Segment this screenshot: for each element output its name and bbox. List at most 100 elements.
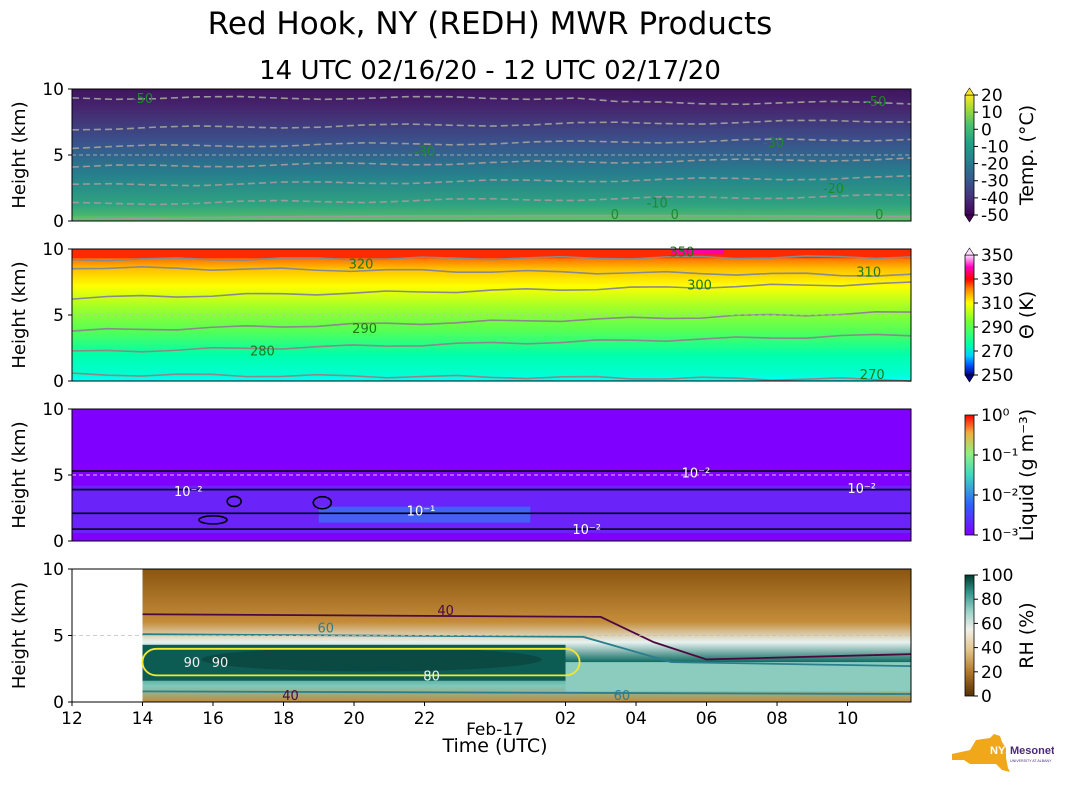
colorbar-tick-label: 10⁰ [981, 406, 1010, 426]
contour-label: 10⁻² [572, 523, 601, 538]
theta-top-band [72, 249, 911, 259]
colorbar-label: Liquid (g m⁻³) [1016, 409, 1038, 541]
contour-label: 10⁻² [174, 485, 203, 500]
rh-contour-line [141, 647, 581, 677]
colorbar-tick-label: 60 [981, 614, 1003, 634]
liquid-contour-line [312, 495, 333, 510]
liquid-cloud-core [318, 506, 531, 523]
contour-label: 10⁻¹ [407, 505, 436, 520]
theta-contour-line [71, 310, 912, 332]
logo-nys-text: NYS [990, 745, 1013, 757]
temp-contour-line [71, 95, 912, 106]
contour-label: 350 [669, 246, 694, 261]
contour-label: 90 [184, 656, 201, 671]
colorbar-tick-label: 330 [981, 270, 1013, 290]
contour-label: 270 [860, 368, 885, 383]
x-tick-label: 02 [555, 709, 577, 729]
temp-contour-line [71, 138, 912, 150]
chart-title: Red Hook, NY (REDH) MWR Products [207, 6, 773, 42]
colorbar-tick-label: 250 [981, 366, 1013, 386]
colorbar-tick-label: 10⁻³ [981, 526, 1018, 546]
colorbar [964, 574, 975, 697]
ny-state-shape [952, 734, 1010, 772]
rh-contour-line [142, 613, 912, 661]
x-axis-label: Time (UTC) [442, 735, 548, 757]
contour-label: 80 [423, 669, 440, 684]
colorbar-label: RH (%) [1016, 602, 1038, 668]
temp-contour-line [71, 214, 912, 221]
colorbar [964, 414, 975, 536]
y-tick-label: 5 [53, 306, 64, 326]
x-tick-label: 14 [132, 709, 154, 729]
y-axis-label: Height (km) [9, 582, 30, 689]
colorbar-tick-label: 310 [981, 294, 1013, 314]
contour-label: 10⁻² [847, 482, 876, 497]
colorbar-tick-label: 20 [981, 86, 1003, 106]
colorbar-tick-label: 80 [981, 590, 1003, 610]
x-tick-label: 06 [696, 709, 718, 729]
x-tick-label: 10 [837, 709, 859, 729]
panel-relative-humidity: 40 60 90 90 80 60 40 0 5 10 Height (km) 100 80 60 40 20… [9, 560, 1038, 713]
chart-subtitle: 14 UTC 02/16/20 - 12 UTC 02/17/20 [259, 56, 721, 86]
colorbar-tick-label: 350 [981, 246, 1013, 266]
colorbar-label: Θ (K) [1016, 291, 1038, 339]
y-axis-label: Height (km) [9, 101, 30, 208]
contour-label: 90 [212, 656, 229, 671]
contour-label: 0 [611, 208, 619, 223]
rh-moist-layer-late [565, 662, 911, 692]
colorbar-tick-label: 10⁻¹ [981, 446, 1018, 466]
theta-max-patch [671, 249, 725, 255]
x-tick-label: 08 [766, 709, 788, 729]
colorbar-tick-label: -20 [981, 155, 1009, 175]
contour-label: 0 [875, 208, 883, 223]
rh-moist-core [201, 647, 542, 672]
colorbar-extend-max [964, 87, 975, 96]
colorbar-extend-max [964, 247, 975, 256]
y-tick-label: 0 [53, 212, 64, 232]
colorbar-tick-label: -40 [981, 189, 1009, 209]
colorbar-tick-label: -10 [981, 137, 1009, 157]
panel-liquid-water: 10⁻² 10⁻² 10⁻² 10⁻¹ 10⁻² 0 5 10 Height (km) 10⁰ 10… [9, 400, 1038, 552]
y-axis-label: Height (km) [9, 261, 30, 368]
rh-contour-line [142, 690, 912, 695]
x-tick-label: 12 [61, 709, 83, 729]
y-tick-label: 10 [42, 560, 64, 580]
y-axis-label: Height (km) [9, 421, 30, 528]
colorbar-tick-label: 0 [981, 120, 992, 140]
contour-label: -20 [823, 182, 844, 197]
y-tick-label: 0 [53, 532, 64, 552]
y-tick-label: 5 [53, 627, 64, 647]
colorbar-tick-label: 10 [981, 103, 1003, 123]
contour-label: -50 [132, 92, 153, 107]
logo-mesonet-text: Mesonet [1010, 745, 1054, 757]
y-tick-label: 10 [42, 80, 64, 100]
temp-contour-line [71, 193, 912, 206]
contour-label: -30 [763, 136, 784, 151]
x-tick-label: 20 [343, 709, 365, 729]
x-tick-label: 16 [202, 709, 224, 729]
y-tick-label: 0 [53, 693, 64, 713]
colorbar [964, 94, 975, 216]
liquid-contour-line [198, 515, 228, 525]
colorbar-tick-label: 20 [981, 663, 1003, 683]
x-tick-label: 18 [273, 709, 295, 729]
logo-univ-text: UNIVERSITY AT ALBANY [1010, 759, 1052, 763]
colorbar-tick-label: 10⁻² [981, 486, 1018, 506]
warm-layer [72, 216, 911, 221]
colorbar-label: Temp. (°C) [1016, 105, 1038, 206]
theta-contour-line [71, 281, 912, 300]
y-tick-label: 10 [42, 240, 64, 260]
y-tick-label: 10 [42, 400, 64, 420]
contour-label: 40 [282, 689, 299, 704]
y-tick-label: 5 [53, 466, 64, 486]
panel-potential-temperature: 320 350 310 300 290 280 270 0 5 10 Height (km) 350 3… [9, 240, 1038, 392]
contour-label: 60 [318, 622, 335, 637]
y-tick-label: 0 [53, 372, 64, 392]
x-tick-label: 22 [414, 709, 436, 729]
contour-label: 0 [671, 208, 679, 223]
heatmap-field [72, 89, 911, 221]
theta-contour-line [71, 255, 912, 262]
colorbar-tick-label: 270 [981, 342, 1013, 362]
